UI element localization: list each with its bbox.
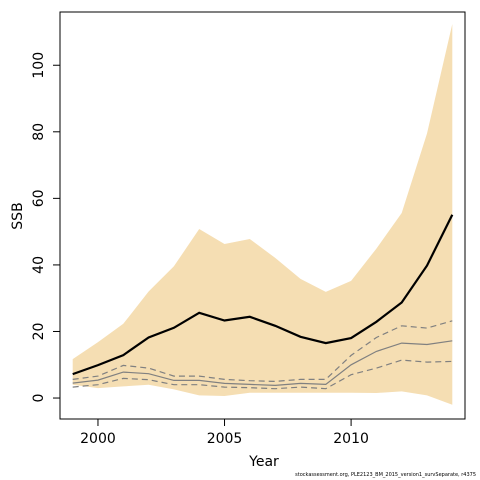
x-axis-label: Year — [248, 454, 279, 470]
plot-frame — [59, 11, 466, 420]
y-axis: 0 20 40 60 80 100 — [31, 52, 60, 403]
survey-lower-line — [72, 359, 453, 390]
y-tick-label: 20 — [31, 323, 47, 341]
x-axis: 2000 2005 2010 — [80, 419, 369, 447]
y-tick-label: 40 — [31, 256, 47, 274]
survey-estimate-line — [72, 340, 453, 387]
y-tick-label: 100 — [31, 52, 47, 79]
confidence-band — [72, 24, 453, 405]
ssb-estimate-line — [72, 214, 454, 376]
y-tick-label: 80 — [31, 123, 47, 141]
footer-credit: stockassessment.org, PLE2123_BM_2015_ver… — [295, 472, 476, 478]
y-tick-label: 60 — [31, 189, 47, 207]
y-tick-label: 0 — [31, 394, 47, 403]
x-tick-label: 2000 — [80, 431, 116, 447]
y-axis-label: SSB — [10, 202, 26, 229]
survey-upper-line — [72, 320, 453, 383]
x-tick-label: 2005 — [207, 431, 243, 447]
x-tick-label: 2010 — [333, 431, 369, 447]
